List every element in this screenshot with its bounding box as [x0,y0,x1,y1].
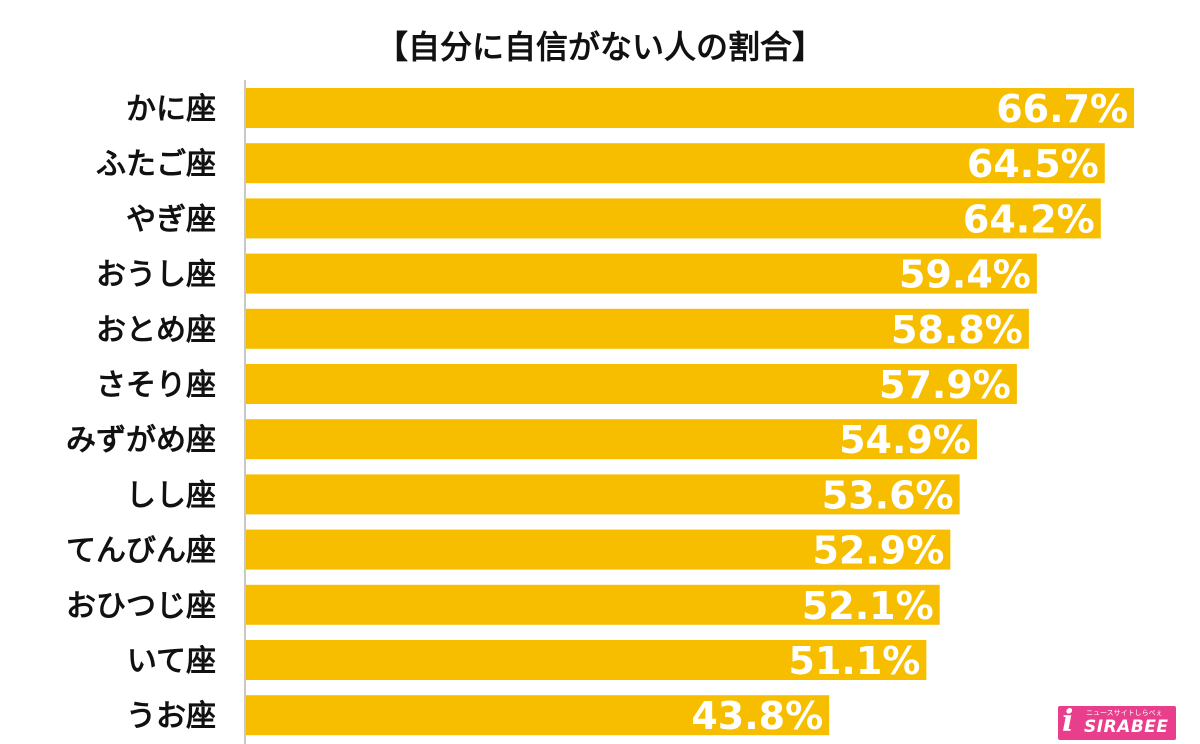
bar [246,640,927,680]
bar [246,695,830,736]
value-label: 59.4% [899,253,1031,297]
bar [246,308,1029,349]
bar [246,364,1017,404]
bar [246,143,1105,184]
bar [246,198,1101,239]
category-label: てんびん座 [66,534,216,569]
value-label: 51.1% [789,639,921,683]
bar [246,88,1135,128]
logo-wordmark: SIRABEE [1084,717,1169,737]
category-label: おとめ座 [96,313,216,348]
bar [246,474,960,515]
value-label: 64.5% [967,142,1099,186]
category-label: おひつじ座 [66,589,216,624]
category-label: おうし座 [96,258,216,293]
value-label: 52.1% [802,584,934,628]
value-label: 54.9% [839,418,971,462]
chart-title: 【自分に自信がない人の割合】 [376,28,824,66]
category-label: やぎ座 [126,202,216,237]
value-label: 57.9% [879,363,1011,407]
bars-layer: かに座 66.7% ふたご座 64.5% やぎ座 64.2% おうし座 59.4% おとめ座 58… [66,87,1135,738]
category-label: うお座 [126,699,216,734]
bar [246,584,940,625]
value-label: 53.6% [822,473,954,517]
bar [246,419,977,460]
sirabee-logo: i ニュースサイトしらべぇ SIRABEE [1058,706,1176,740]
category-label: いて座 [127,644,216,679]
logo-tagline: ニュースサイトしらべぇ [1086,709,1163,717]
category-label: ふたご座 [96,147,216,182]
category-label: さそり座 [96,368,216,403]
value-label: 43.8% [691,694,823,738]
category-label: かに座 [126,92,216,127]
category-label: みずがめ座 [66,423,216,458]
logo-mark: i [1062,706,1074,739]
category-label: しし座 [126,478,216,513]
value-label: 52.9% [812,529,944,573]
bar [246,253,1037,294]
value-label: 58.8% [891,308,1023,352]
bar [246,529,951,570]
value-label: 64.2% [963,197,1095,241]
value-label: 66.7% [996,87,1128,131]
